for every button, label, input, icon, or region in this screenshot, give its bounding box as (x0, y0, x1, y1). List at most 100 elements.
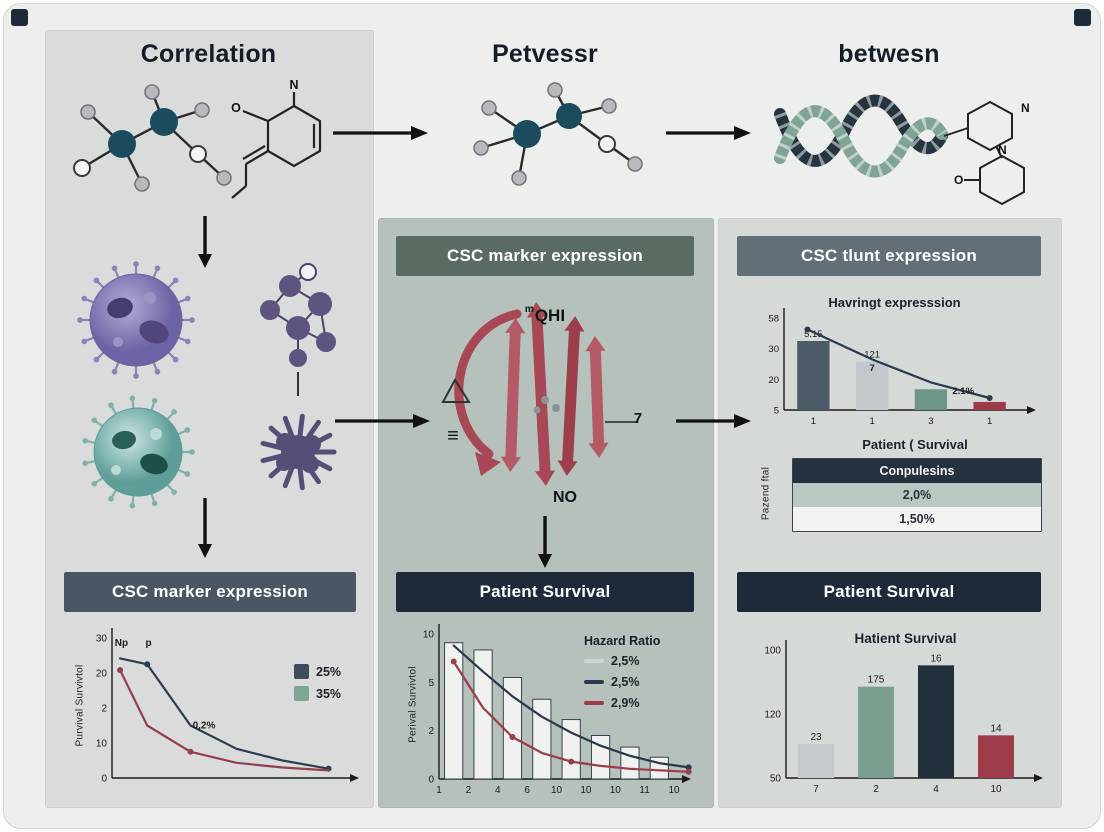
left-csc-header: CSC marker expression (64, 572, 356, 612)
svg-text:3: 3 (928, 416, 933, 427)
svg-text:14: 14 (990, 723, 1002, 734)
table-row: Conpulesins (793, 459, 1041, 483)
legend-item: 2,5% (584, 675, 660, 689)
svg-text:58: 58 (768, 314, 779, 325)
flow-arrow-right (335, 414, 430, 428)
svg-text:175: 175 (868, 675, 885, 686)
svg-text:7: 7 (813, 784, 819, 795)
legend-item: 2,9% (584, 696, 660, 710)
svg-text:120: 120 (764, 710, 781, 721)
svg-text:Np: Np (115, 638, 128, 649)
column-title-middle: Petvessr (492, 40, 598, 68)
svg-text:100: 100 (764, 646, 781, 657)
flow-arrow-right (666, 126, 751, 140)
illustration-glyph-left: ≡ (447, 425, 459, 447)
svg-text:1: 1 (987, 416, 992, 427)
legend-line-swatch (584, 680, 604, 684)
legend-title: Hazard Ratio (584, 634, 661, 648)
svg-text:1: 1 (811, 416, 816, 427)
legend-item: 25% (294, 664, 341, 679)
middle-chart-ylabel: Perival Survivtol (407, 666, 419, 743)
svg-text:30: 30 (96, 634, 108, 645)
table-title: Patient ( Survival (862, 437, 968, 452)
molecule-structure-icon: N O (73, 80, 322, 199)
csc-expression-mini-chart: 58 30 20 5 5.15 121 1 1 3 1 7 2.1% (768, 308, 1036, 427)
mini-chart-title: Havringt expresssion (828, 295, 961, 310)
flow-arrow-down (198, 498, 212, 558)
svg-text:6: 6 (524, 785, 530, 796)
svg-text:0,2%: 0,2% (193, 720, 216, 731)
svg-text:N: N (998, 143, 1007, 157)
svg-text:O: O (954, 173, 963, 187)
svg-text:30: 30 (768, 344, 779, 355)
left-panel (45, 30, 374, 808)
svg-text:20: 20 (96, 669, 108, 680)
svg-text:5: 5 (774, 406, 779, 417)
svg-text:5: 5 (428, 678, 434, 689)
illustration-label-right: 7 (633, 410, 643, 427)
illustration-label-top: mQHI (524, 304, 566, 325)
cell-illustration (77, 261, 337, 509)
corner-mark (1074, 9, 1091, 26)
svg-text:50: 50 (770, 774, 782, 785)
left-survival-line-chart: 30 20 2 10 0 Np p 0,2% (96, 628, 359, 785)
flow-arrow-down (538, 516, 552, 568)
molecule-structure-icon (473, 82, 643, 186)
svg-text:5.15: 5.15 (804, 329, 823, 340)
svg-text:10: 10 (610, 785, 622, 796)
svg-text:10: 10 (580, 785, 592, 796)
flow-arrow-right (333, 126, 428, 140)
svg-text:1: 1 (436, 785, 442, 796)
dna-helix-icon: N N O (774, 94, 1030, 206)
right-survival-header: Patient Survival (737, 572, 1041, 612)
svg-text:16: 16 (930, 653, 942, 664)
column-title-left: Correlation (140, 40, 277, 68)
svg-text:O: O (231, 101, 241, 115)
svg-text:N: N (289, 80, 298, 92)
left-chart-ylabel: Purvival Survivtol (74, 664, 86, 747)
column-title-right: betwesn (838, 40, 940, 68)
svg-text:121: 121 (864, 350, 880, 361)
right-csc-header: CSC tlunt expression (737, 236, 1041, 276)
svg-text:10: 10 (990, 784, 1002, 795)
legend-line-swatch (584, 701, 604, 705)
table-row: 2,0% (793, 483, 1041, 507)
table-row: 1,50% (793, 507, 1041, 531)
right-chart-title: Hatient Survival (854, 631, 957, 646)
flow-arrow-down (198, 216, 212, 268)
svg-text:4: 4 (495, 785, 501, 796)
middle-chart-legend: Hazard Ratio 2,5% 2,5% 2,9% (584, 634, 660, 717)
svg-text:1: 1 (869, 416, 874, 427)
legend-item: 35% (294, 686, 341, 701)
corner-mark (11, 9, 28, 26)
legend-swatch (294, 686, 309, 701)
middle-survival-header: Patient Survival (396, 572, 694, 612)
svg-text:0: 0 (428, 775, 434, 786)
flow-arrow-right (676, 414, 751, 428)
svg-text:N: N (1021, 101, 1030, 115)
hazard-table: Conpulesins 2,0% 1,50% (792, 458, 1042, 532)
illustration-label-bottom: NO (553, 489, 577, 506)
svg-text:10: 10 (96, 739, 108, 750)
svg-text:10: 10 (668, 785, 680, 796)
svg-text:2: 2 (466, 785, 472, 796)
svg-text:2: 2 (101, 704, 107, 715)
middle-survival-bar-chart: 10 5 2 01 2 4 6 10 10 10 11 10 (423, 624, 692, 796)
svg-text:7: 7 (869, 363, 874, 374)
svg-text:2: 2 (428, 726, 434, 737)
svg-text:10: 10 (551, 785, 563, 796)
svg-text:23: 23 (810, 732, 822, 743)
svg-text:2: 2 (873, 784, 879, 795)
csc-marker-illustration (441, 302, 637, 486)
patient-survival-bar-chart: 100 120 50 23 175 16 14 7 2 4 10 (764, 640, 1043, 795)
legend-line-swatch (584, 659, 604, 663)
middle-csc-header: CSC marker expression (396, 236, 694, 276)
svg-text:20: 20 (768, 375, 779, 386)
legend-item: 2,5% (584, 654, 660, 668)
svg-text:0: 0 (101, 774, 107, 785)
svg-text:10: 10 (423, 630, 435, 641)
svg-text:2.1%: 2.1% (952, 386, 974, 397)
svg-text:11: 11 (639, 785, 650, 796)
left-chart-legend: 25% 35% (294, 664, 341, 708)
